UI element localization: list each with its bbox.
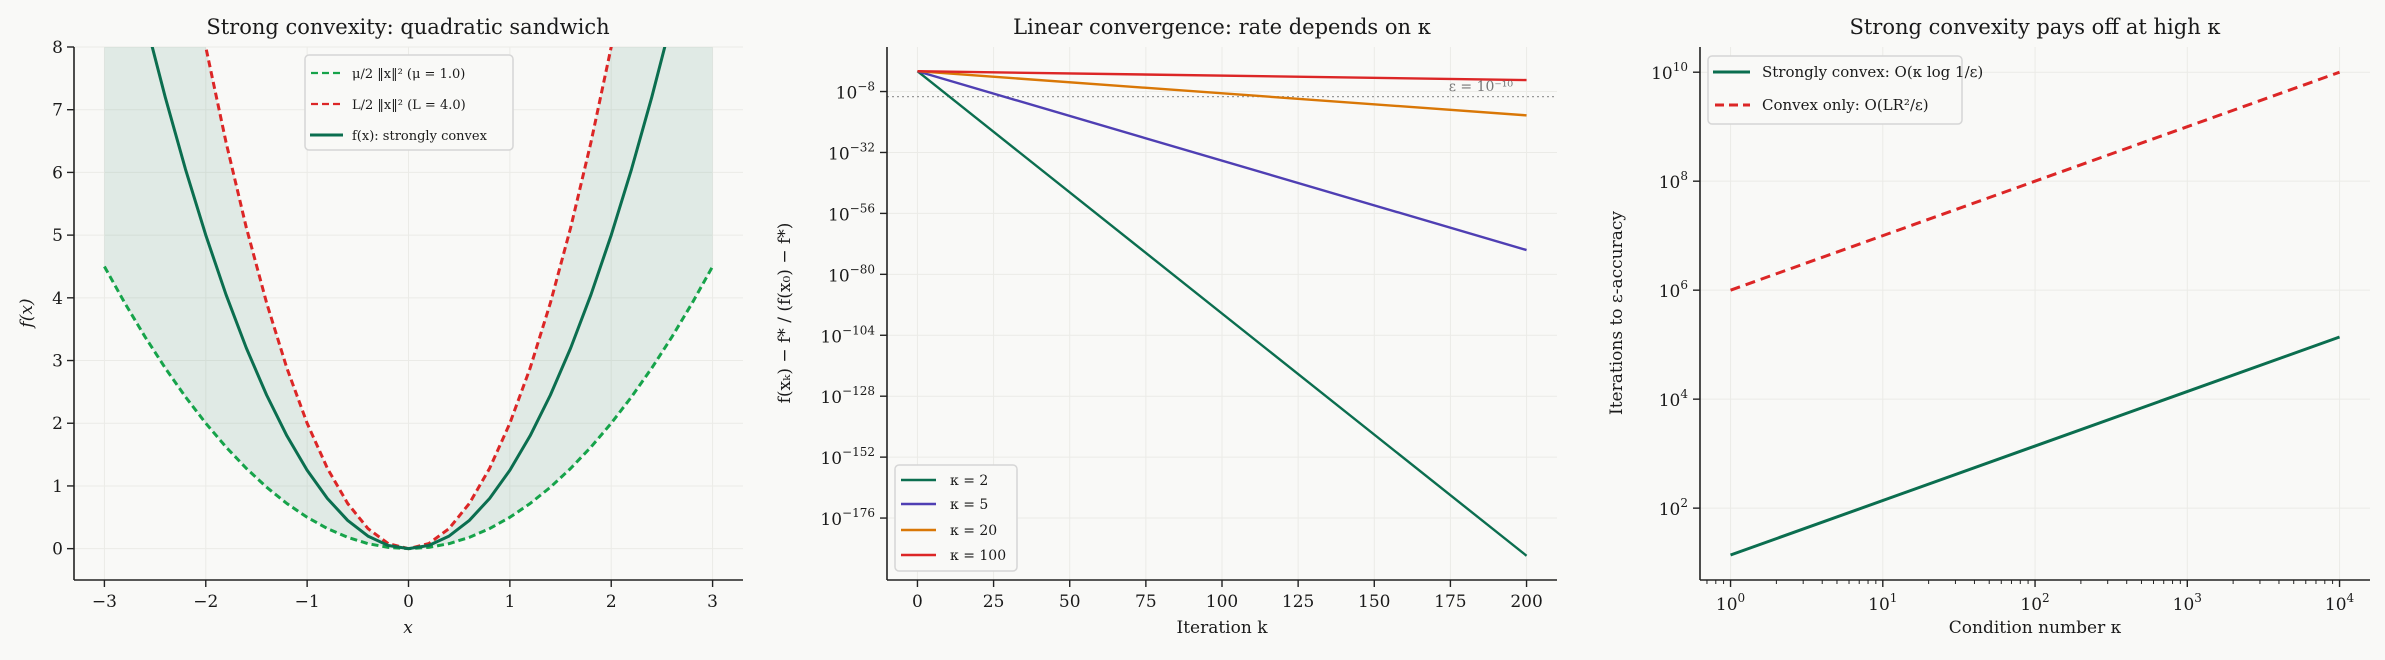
x-tick-label: 1 [504,592,515,612]
series-line [916,70,1528,557]
epsilon-annotation: ε = 10⁻¹⁰ [1449,79,1514,95]
legend-label: κ = 100 [950,548,1006,564]
series-line [917,70,1527,82]
series-line [1730,335,2341,557]
x-tick-label: 101 [1868,591,1897,615]
x-tick-label: 100 [1716,591,1745,615]
x-tick-label: 100 [1206,592,1238,612]
y-tick-label: 106 [1659,278,1688,302]
chart-title: Strong convexity: quadratic sandwich [206,15,609,39]
series-line [1730,70,2341,292]
legend-label: κ = 2 [950,473,988,489]
series-line [917,70,1527,117]
y-tick-label: 6 [52,163,63,183]
legend-label: μ/2 ‖x‖² (μ = 1.0) [352,67,465,82]
x-tick-label: 50 [1059,592,1081,612]
y-tick-label: 104 [1659,387,1689,411]
plot-area [1730,70,2341,557]
y-axis-label: Iterations to ε-accuracy [1607,211,1627,415]
y-tick-label: 5 [52,226,63,246]
x-tick-label: 25 [983,592,1005,612]
x-tick-label: −2 [193,592,218,612]
y-tick-label: 10−56 [828,201,875,225]
y-tick-label: 3 [52,352,63,372]
x-axis-label: x [403,618,413,638]
x-tick-label: −3 [92,592,117,612]
x-tick-label: 0 [912,592,923,612]
x-tick-label: 103 [2173,591,2202,615]
x-tick-label: 150 [1358,592,1390,612]
y-tick-label: 0 [52,540,63,560]
y-tick-label: 10−128 [820,384,875,408]
legend-label: L/2 ‖x‖² (L = 4.0) [352,98,466,113]
y-tick-label: 10−104 [820,323,875,347]
y-tick-label: 8 [52,38,63,58]
x-tick-label: 104 [2325,591,2355,615]
y-tick-label: 10−152 [820,445,875,469]
y-tick-label: 10−8 [836,80,875,104]
x-tick-label: −1 [295,592,320,612]
y-tick-label: 7 [52,101,63,121]
fill-between-band [104,47,713,549]
legend: μ/2 ‖x‖² (μ = 1.0) L/2 ‖x‖² (L = 4.0) f(… [304,54,514,151]
legend-label: κ = 20 [950,523,997,539]
x-tick-label: 200 [1510,592,1542,612]
series-line [150,47,667,551]
y-tick-label: 10−32 [828,140,875,164]
subplot-iterations-vs-kappa: 100 101 102 103 104 102 104 106 108 1010 [1651,47,2370,615]
chart-title: Strong convexity pays off at high κ [1849,15,2220,39]
x-tick-label: 125 [1282,592,1314,612]
y-tick-label: 4 [52,289,63,309]
legend-label: Convex only: O(LR²/ε) [1762,96,1929,114]
x-axis-label: Condition number κ [1949,618,2122,638]
x-tick-label: 102 [2020,591,2049,615]
subplot-linear-convergence: 0 25 50 75 100 125 150 175 200 10−8 10−32 10−56 10−8… [820,47,1557,612]
x-tick-label: 175 [1434,592,1466,612]
x-tick-label: 3 [707,592,718,612]
legend-label: Strongly convex: O(κ log 1/ε) [1762,63,1983,81]
legend: Strongly convex: O(κ log 1/ε) Convex onl… [1707,55,1983,125]
legend-label: κ = 5 [950,497,988,513]
y-tick-label: 10−80 [828,262,875,286]
y-tick-label: 2 [52,414,63,434]
legend-label: f(x): strongly convex [352,129,488,144]
y-axis-label: f(xₖ) − f* / (f(x₀) − f*) [775,223,795,404]
x-tick-label: 0 [403,592,414,612]
y-tick-label: 1010 [1651,60,1688,84]
chart-title: Linear convergence: rate depends on κ [1013,15,1431,39]
plot-area [103,47,714,551]
y-tick-label: 1 [52,477,63,497]
x-tick-label: 75 [1135,592,1157,612]
y-tick-label: 10−176 [820,506,875,530]
legend: κ = 2 κ = 5 κ = 20 κ = 100 [894,464,1018,572]
series-line [917,70,1527,252]
y-tick-label: 102 [1659,496,1688,520]
y-tick-label: 108 [1659,169,1688,193]
x-tick-label: 2 [606,592,617,612]
plot-area [887,70,1557,557]
x-axis-label: Iteration k [1176,618,1268,638]
y-axis-label: f(x) [17,298,37,329]
